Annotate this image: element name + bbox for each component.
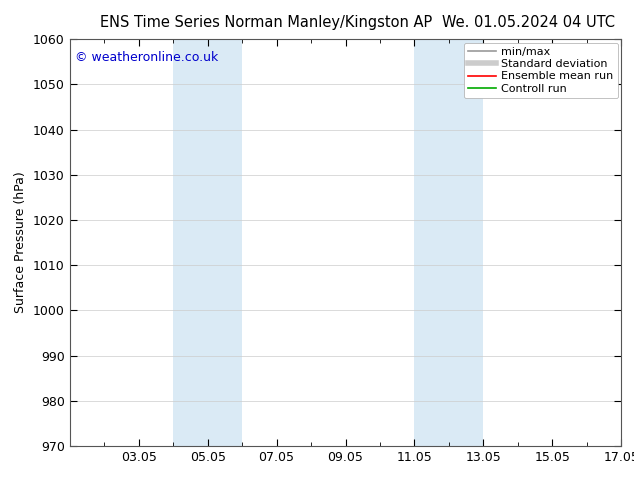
Text: ENS Time Series Norman Manley/Kingston AP: ENS Time Series Norman Manley/Kingston A… <box>100 15 432 30</box>
Text: © weatheronline.co.uk: © weatheronline.co.uk <box>75 51 219 64</box>
Bar <box>415 39 483 446</box>
Legend: min/max, Standard deviation, Ensemble mean run, Controll run: min/max, Standard deviation, Ensemble me… <box>463 43 618 98</box>
Text: We. 01.05.2024 04 UTC: We. 01.05.2024 04 UTC <box>442 15 615 30</box>
Y-axis label: Surface Pressure (hPa): Surface Pressure (hPa) <box>15 172 27 314</box>
Bar <box>173 39 242 446</box>
